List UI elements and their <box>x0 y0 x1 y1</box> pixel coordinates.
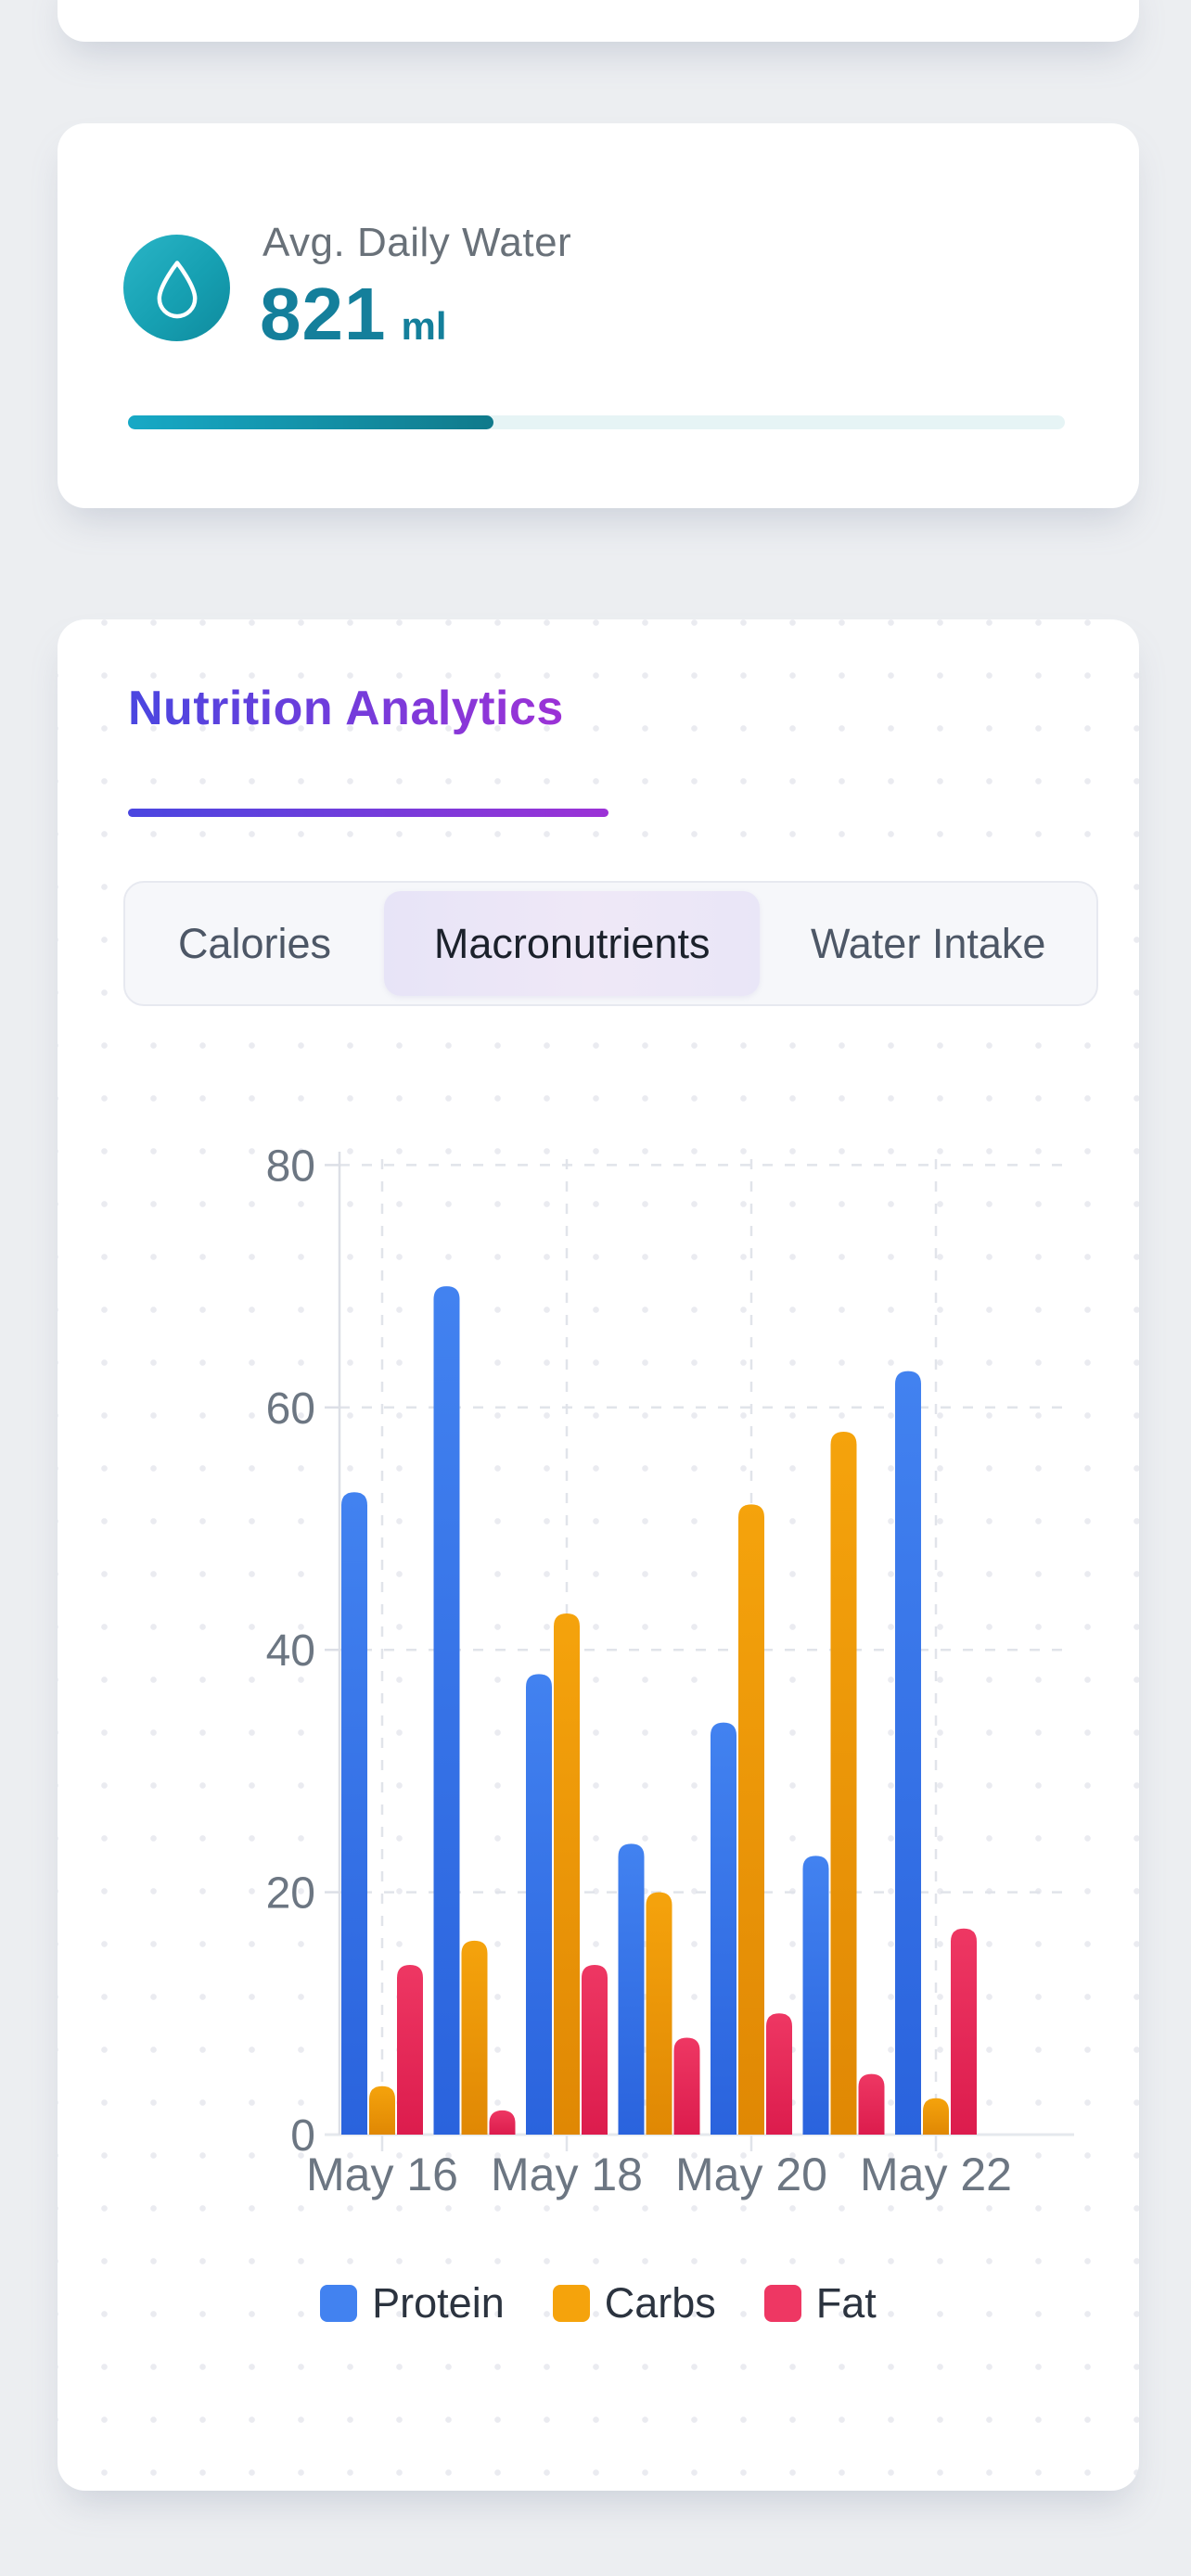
svg-text:May 22: May 22 <box>860 2149 1012 2200</box>
svg-text:May 18: May 18 <box>491 2149 643 2200</box>
legend-item-carbs[interactable]: Carbs <box>552 2279 716 2327</box>
tab-calories[interactable]: Calories <box>125 883 384 1004</box>
svg-text:0: 0 <box>290 2111 315 2161</box>
tab-macronutrients[interactable]: Macronutrients <box>383 891 761 996</box>
fat-swatch-icon <box>763 2285 801 2322</box>
water-value-row: 821 ml <box>260 272 447 357</box>
svg-text:80: 80 <box>266 1141 315 1191</box>
water-summary-card: Avg. Daily Water 821 ml <box>58 123 1139 508</box>
card-title: Nutrition Analytics <box>128 682 564 735</box>
card-partial-top <box>58 0 1139 42</box>
svg-text:May 20: May 20 <box>675 2149 827 2200</box>
svg-text:20: 20 <box>266 1869 315 1919</box>
legend-item-fat[interactable]: Fat <box>763 2279 877 2327</box>
chart-legend: Protein Carbs Fat <box>58 2279 1139 2327</box>
svg-text:40: 40 <box>266 1626 315 1676</box>
protein-swatch-icon <box>320 2285 358 2322</box>
svg-text:60: 60 <box>266 1384 315 1434</box>
water-value: 821 <box>260 273 387 355</box>
water-label: Avg. Daily Water <box>263 220 572 265</box>
tab-water-intake[interactable]: Water Intake <box>760 883 1096 1004</box>
nutrition-analytics-card: Nutrition Analytics Calories Macronutrie… <box>58 619 1139 2491</box>
carbs-swatch-icon <box>552 2285 590 2322</box>
water-unit: ml <box>401 304 447 348</box>
legend-item-protein[interactable]: Protein <box>320 2279 505 2327</box>
tab-bar: Calories Macronutrients Water Intake <box>123 881 1098 1006</box>
water-drop-icon <box>123 235 230 341</box>
water-progress-track <box>128 415 1065 429</box>
macronutrients-bar-chart[interactable]: 0 20 40 60 80 May 16 May 18 May 20 May 22 <box>223 1131 1095 2212</box>
svg-text:May 16: May 16 <box>306 2149 458 2200</box>
title-underline <box>128 809 608 817</box>
water-progress-fill <box>128 415 493 429</box>
